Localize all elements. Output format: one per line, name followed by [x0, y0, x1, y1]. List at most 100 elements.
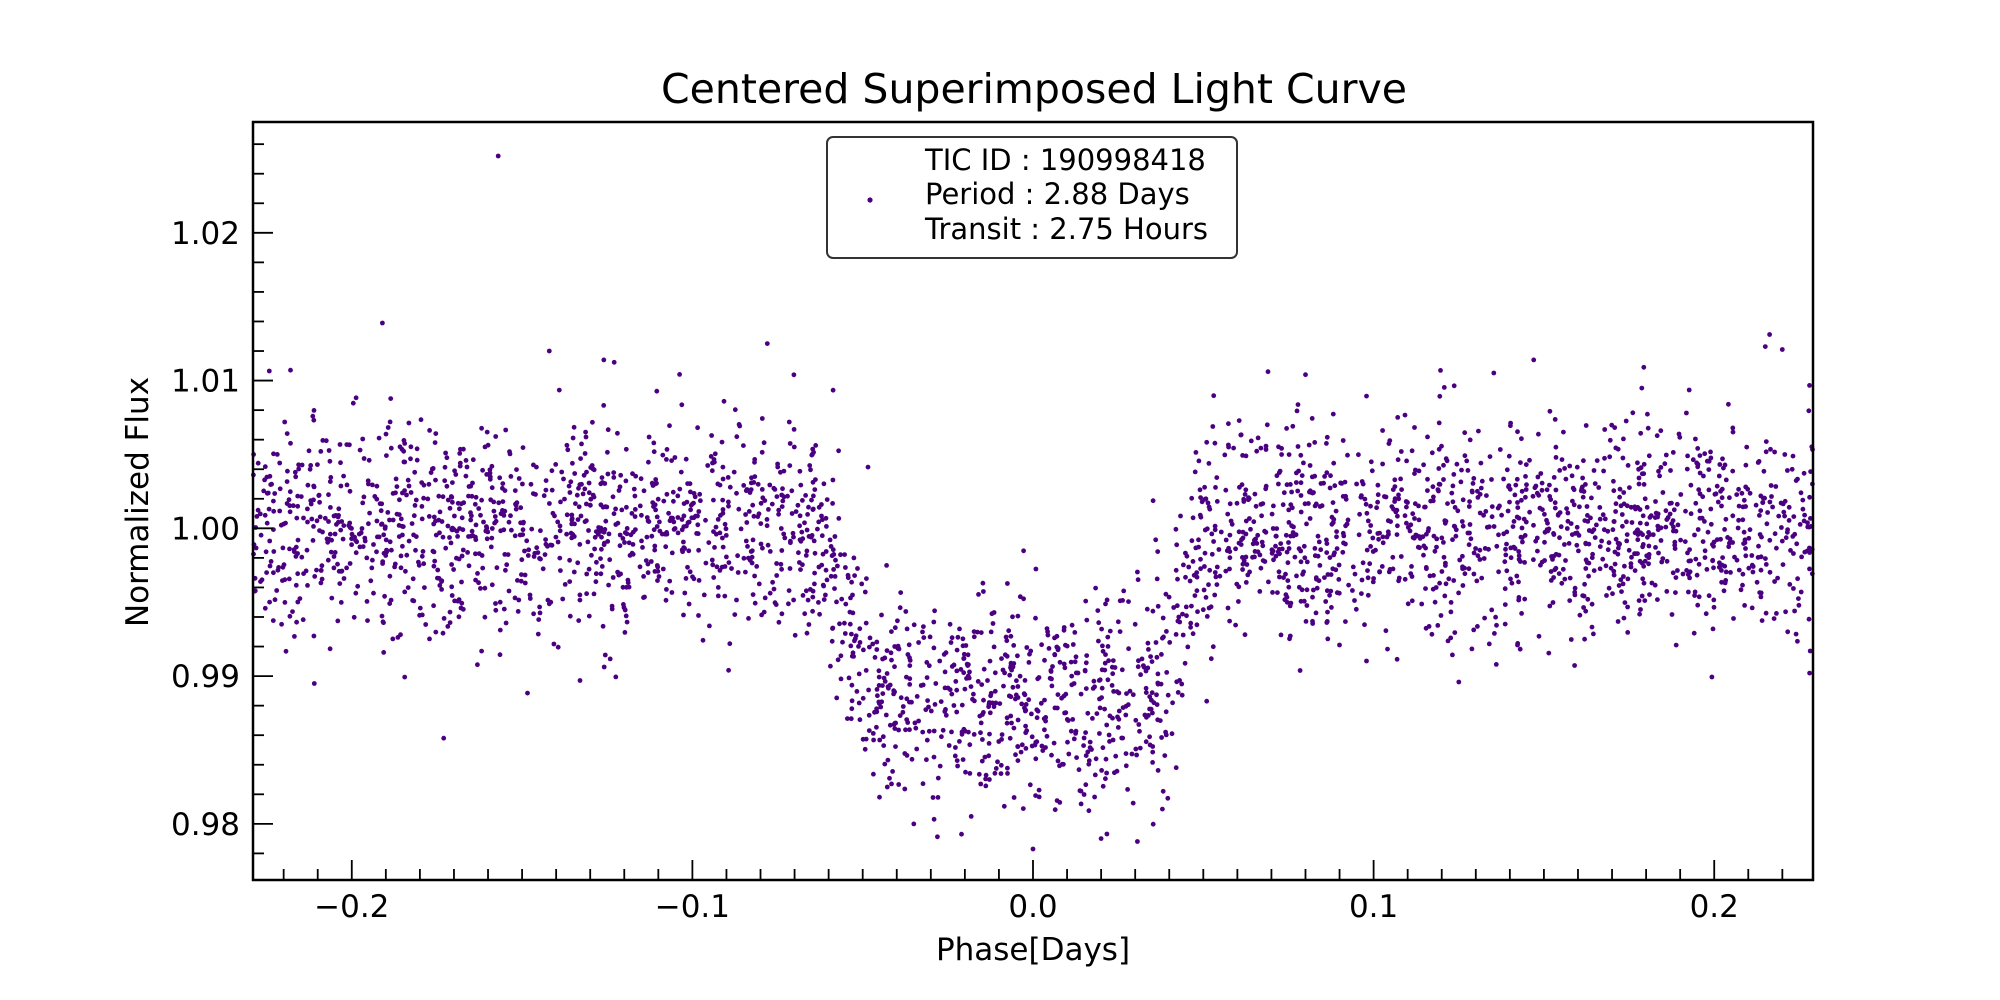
data-point: [562, 496, 567, 502]
data-point: [1160, 788, 1166, 794]
data-point: [1565, 510, 1571, 516]
data-point: [988, 693, 993, 699]
data-point: [721, 398, 727, 404]
data-point: [703, 517, 708, 523]
data-point: [852, 573, 857, 578]
data-point: [1114, 689, 1120, 694]
data-point: [1125, 702, 1131, 708]
data-point: [520, 520, 526, 526]
data-point: [1192, 593, 1198, 598]
data-point: [756, 581, 762, 587]
data-point: [1523, 462, 1529, 467]
data-point: [1001, 683, 1006, 689]
data-point: [821, 583, 826, 589]
data-point: [1405, 601, 1411, 607]
data-point: [779, 492, 785, 498]
data-point: [750, 537, 756, 543]
data-point: [1632, 530, 1638, 536]
data-point: [1086, 761, 1092, 767]
data-point: [1134, 752, 1139, 758]
data-point: [1233, 546, 1238, 552]
data-point: [805, 597, 811, 603]
data-point: [1104, 597, 1110, 603]
data-point: [268, 559, 274, 564]
data-point: [1198, 566, 1203, 572]
legend-marker: [867, 197, 873, 203]
data-point: [1592, 481, 1598, 486]
data-point: [1210, 644, 1216, 650]
data-point: [377, 501, 383, 507]
data-point: [309, 516, 315, 522]
data-point: [1516, 553, 1522, 559]
data-point: [848, 643, 854, 649]
data-point: [800, 593, 806, 598]
data-point: [272, 491, 278, 496]
data-point: [642, 594, 647, 600]
data-point: [1519, 488, 1525, 494]
data-point: [1243, 554, 1249, 560]
data-point: [1611, 568, 1617, 574]
data-point: [843, 601, 849, 607]
data-point: [1522, 560, 1527, 565]
data-point-outlier: [546, 348, 552, 354]
data-point: [389, 547, 394, 553]
data-point: [300, 617, 306, 623]
data-point: [591, 494, 597, 500]
data-point: [1807, 566, 1812, 572]
data-point: [1738, 587, 1744, 593]
data-point: [421, 495, 426, 501]
data-point: [968, 684, 974, 689]
data-point: [892, 644, 898, 649]
data-point: [856, 671, 862, 677]
data-point: [1190, 559, 1196, 564]
data-point: [752, 474, 758, 479]
data-point: [1638, 465, 1644, 471]
data-point: [1583, 423, 1589, 428]
data-point: [1041, 716, 1047, 722]
data-point: [983, 776, 988, 782]
data-point: [1523, 474, 1528, 479]
data-point: [447, 505, 453, 511]
data-point: [857, 640, 863, 645]
data-point: [301, 515, 306, 521]
data-point: [1132, 621, 1138, 627]
data-point: [835, 563, 840, 569]
data-point: [1493, 662, 1499, 667]
data-point: [360, 436, 366, 442]
data-point: [1255, 435, 1261, 441]
data-point: [955, 763, 960, 769]
data-point: [1615, 619, 1621, 624]
data-point: [1364, 393, 1369, 399]
data-point: [525, 553, 531, 558]
data-point: [1779, 538, 1785, 544]
data-point: [1212, 527, 1218, 533]
data-point: [1426, 624, 1432, 629]
data-point: [1720, 555, 1725, 560]
data-point: [1276, 569, 1282, 575]
data-point: [686, 548, 692, 554]
data-point: [661, 498, 667, 504]
data-point: [1307, 516, 1313, 521]
data-point: [965, 652, 971, 658]
data-point: [599, 475, 605, 480]
data-point: [1105, 644, 1111, 649]
data-point: [898, 590, 904, 595]
data-point: [1610, 591, 1615, 597]
data-point: [1370, 535, 1376, 541]
data-point: [1015, 613, 1021, 619]
data-point: [1534, 490, 1540, 496]
data-point: [318, 568, 324, 573]
data-point: [1607, 437, 1613, 443]
data-point: [1015, 695, 1021, 700]
data-point: [849, 706, 855, 712]
data-point: [695, 513, 700, 519]
data-point: [1294, 470, 1299, 476]
data-point: [1655, 523, 1661, 529]
data-point-outlier: [1303, 372, 1308, 378]
data-point: [1376, 536, 1381, 542]
data-point: [830, 501, 835, 506]
data-point: [1368, 523, 1374, 528]
data-point: [1628, 504, 1634, 510]
data-point: [1336, 577, 1342, 582]
data-point: [364, 599, 370, 604]
